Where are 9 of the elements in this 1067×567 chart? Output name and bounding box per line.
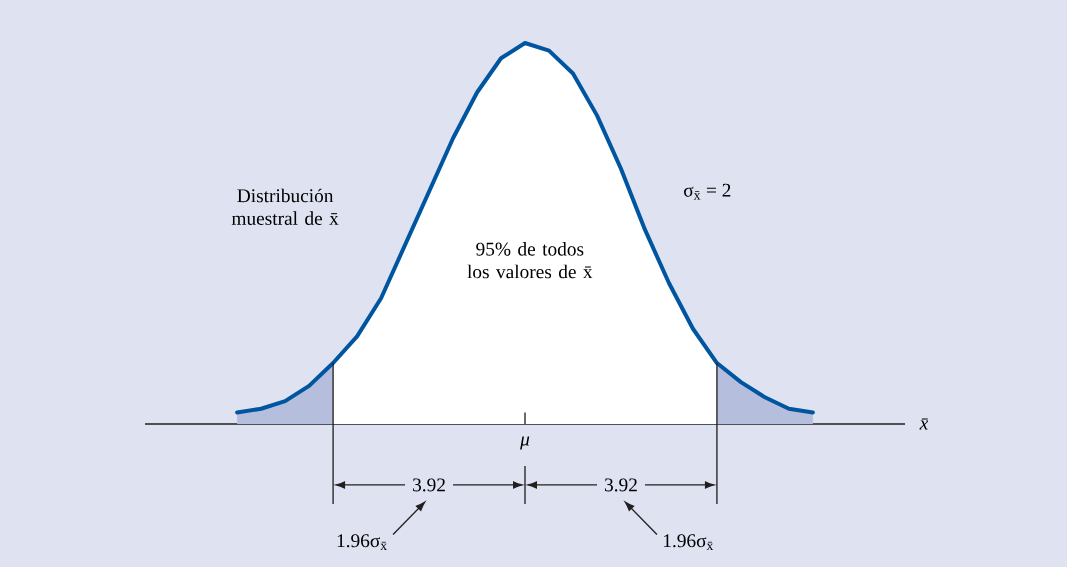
text: 3.92	[413, 478, 445, 492]
text: 1.96σ$_{x̄}$	[663, 534, 714, 550]
text: μ	[520, 436, 530, 450]
text: 3.92	[604, 478, 637, 492]
text: 1.96σ$_{x̄}$	[337, 534, 387, 550]
annotation: 95% de todos los valores de x̄	[467, 242, 593, 279]
annotation: Distribución muestral de x̄	[231, 188, 339, 225]
annotation: σ$_{x̄}$ = 2	[684, 183, 731, 200]
x-axis-title: x̄	[919, 418, 929, 430]
